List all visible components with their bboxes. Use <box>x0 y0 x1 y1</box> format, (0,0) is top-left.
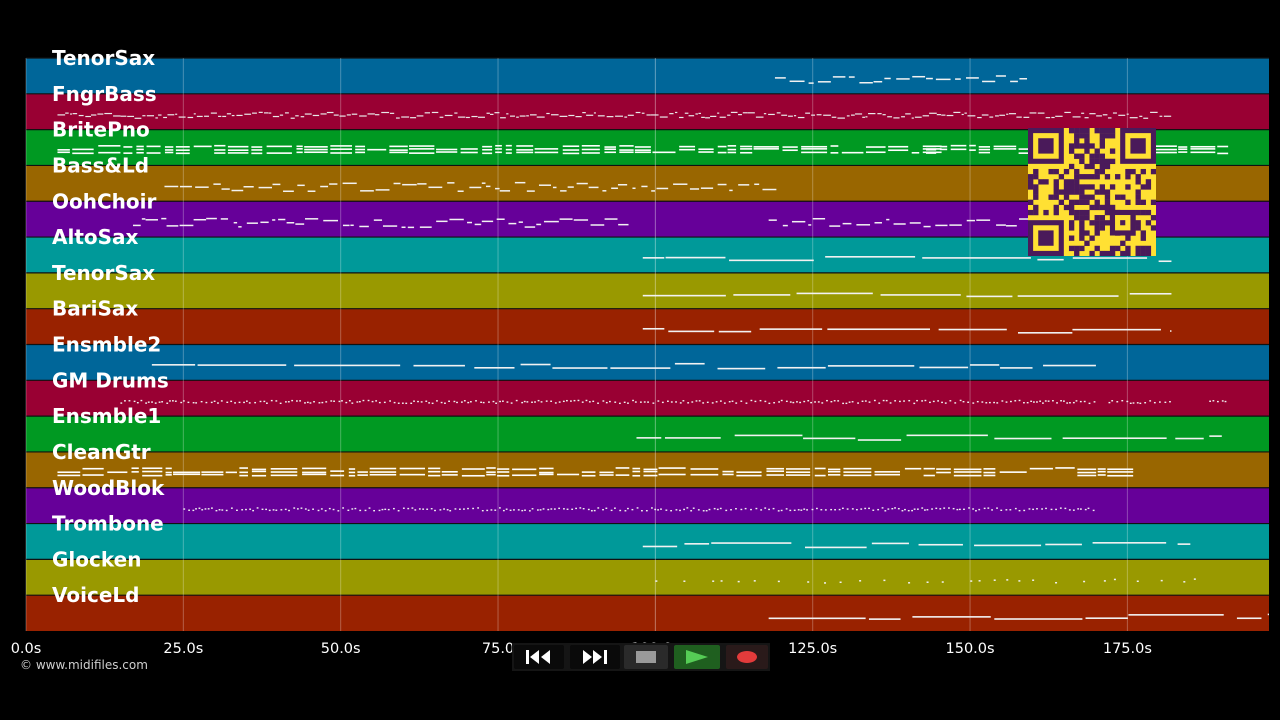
track-lane[interactable] <box>26 523 1269 560</box>
track-lane[interactable] <box>26 272 1269 309</box>
tick-label: 50.0s <box>321 641 361 657</box>
note-cluster <box>655 578 1196 584</box>
track-label: Trombone <box>52 512 164 536</box>
tick-label: 150.0s <box>946 641 995 657</box>
fast-forward-button[interactable] <box>570 645 620 669</box>
track-lane[interactable] <box>26 93 1269 130</box>
track-lane[interactable] <box>26 58 1269 94</box>
note-cluster <box>1209 400 1227 403</box>
track-lane[interactable] <box>26 559 1269 596</box>
track-labels: TenorSax FngrBass BritePno Bass&Ld OohChoir A… <box>52 46 169 607</box>
note-cluster <box>132 217 629 229</box>
rewind-icon <box>526 650 550 664</box>
track-label: BariSax <box>52 297 138 321</box>
note-cluster <box>183 507 1095 512</box>
rewind-button[interactable] <box>514 645 564 669</box>
note-cluster <box>642 292 1172 298</box>
play-button[interactable] <box>674 645 720 669</box>
note-cluster <box>164 181 777 193</box>
track-label: CleanGtr <box>52 440 151 464</box>
track-lane[interactable] <box>26 344 1269 381</box>
note-cluster <box>57 111 1172 119</box>
note-cluster <box>57 467 1134 477</box>
track-label: Ensmble1 <box>52 404 161 428</box>
stop-icon <box>636 651 656 663</box>
note-activity <box>57 58 1269 631</box>
track-label: OohChoir <box>52 189 156 213</box>
note-cluster <box>151 362 1096 370</box>
note-cluster <box>1108 399 1171 405</box>
record-button[interactable] <box>726 645 768 669</box>
track-label: BritePno <box>52 118 150 142</box>
track-lane[interactable] <box>26 380 1269 417</box>
track-label: Glocken <box>52 547 141 571</box>
qr-code <box>1028 128 1156 256</box>
track-label: Bass&Ld <box>52 153 149 177</box>
track-lane[interactable] <box>26 595 1269 631</box>
tick-label: 0.0s <box>11 641 42 657</box>
note-cluster <box>774 75 1028 84</box>
note-cluster <box>642 542 1191 549</box>
note-cluster <box>57 144 942 155</box>
record-icon <box>737 651 757 663</box>
track-label: Ensmble2 <box>52 333 161 357</box>
copyright-text: © www.midifiles.com <box>20 658 148 672</box>
track-label: TenorSax <box>52 46 155 70</box>
note-cluster <box>120 399 1096 405</box>
note-cluster <box>642 256 1172 263</box>
transport-controls <box>512 643 770 671</box>
track-lane[interactable] <box>26 308 1269 345</box>
tick-label: 25.0s <box>163 641 203 657</box>
track-lanes <box>26 57 1269 631</box>
note-cluster <box>768 613 1269 620</box>
track-label: WoodBlok <box>52 476 165 500</box>
tick-label: 125.0s <box>788 641 837 657</box>
track-lane[interactable] <box>26 416 1269 452</box>
track-label: TenorSax <box>52 261 155 285</box>
note-cluster <box>636 434 1222 441</box>
fast-forward-icon <box>583 650 607 664</box>
stop-button[interactable] <box>624 645 668 669</box>
play-icon <box>686 650 708 664</box>
note-cluster <box>642 327 1172 334</box>
track-label: VoiceLd <box>52 583 139 607</box>
tick-label: 175.0s <box>1103 641 1152 657</box>
track-label: AltoSax <box>52 225 139 249</box>
track-label: GM Drums <box>52 368 169 392</box>
track-lane[interactable] <box>26 487 1269 524</box>
tick-label: 75.0 <box>482 641 514 657</box>
track-label: FngrBass <box>52 82 157 106</box>
